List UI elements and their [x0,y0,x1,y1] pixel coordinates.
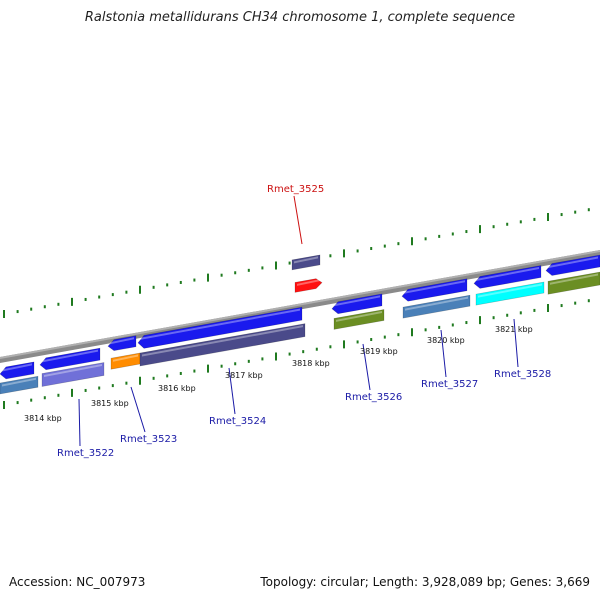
tick-marks-outer [3,208,590,318]
cds-forward-rmet-3527-highlight [404,280,465,294]
feature-rmet-3525-slate-highlight [294,256,318,264]
cds-forward-rmet-3528-highlight [476,267,539,281]
feature-cyan-highlight [478,283,542,298]
cds-forward-rmet-3529[interactable] [545,254,600,276]
feature-olive-2-highlight [550,273,598,285]
cds-forward-rmet-3527[interactable] [401,278,468,302]
cds-forward-rmet-3521[interactable] [0,361,35,380]
feature-rmet-3525-slate[interactable] [291,254,321,271]
cds-forward-rmet-3523-highlight [110,337,134,345]
gene-label-rmet-3526[interactable]: Rmet_3526 [345,392,402,403]
feature-steel-2[interactable] [402,294,471,319]
ruler-label: 3819 kbp [360,347,398,356]
label-leader-line [228,367,236,415]
ruler-label: 3818 kbp [292,359,330,368]
ruler-label: 3820 kbp [427,336,465,345]
label-leader-line [130,386,146,433]
cds-rmet-3525-highlight [297,279,320,286]
label-leader-line [513,318,519,368]
tick-marks-inner [3,299,590,409]
cds-forward-rmet-3526-highlight [334,295,380,307]
cds-forward-rmet-3529-highlight [548,256,598,269]
feature-cyan[interactable] [475,281,545,306]
label-leader-line [362,343,371,391]
feature-olive-1-highlight [336,311,382,322]
label-leader-line [78,398,81,447]
backbone-highlight [0,250,600,359]
label-leader-lines [78,195,519,447]
gene-label-rmet-3528[interactable]: Rmet_3528 [494,369,551,380]
cds-forward-rmet-3521-highlight [2,363,32,372]
cds-forward-rmet-3528[interactable] [473,265,542,289]
cds-forward-rmet-3524[interactable] [137,306,303,349]
gene-label-rmet-3525[interactable]: Rmet_3525 [267,184,324,195]
map-title: Ralstonia metallidurans CH34 chromosome … [84,10,516,25]
gene-label-rmet-3523[interactable]: Rmet_3523 [120,434,177,445]
ruler-label: 3814 kbp [24,414,62,423]
gene-label-rmet-3522[interactable]: Rmet_3522 [57,448,114,459]
gene-label-rmet-3527[interactable]: Rmet_3527 [421,379,478,390]
topology-summary-text: Topology: circular; Length: 3,928,089 bp… [260,575,590,589]
feature-steel-1[interactable] [0,375,39,395]
gene-label-rmet-3524[interactable]: Rmet_3524 [209,416,266,427]
cds-forward-rmet-3524-highlight [140,308,300,340]
cds-forward-rmet-3522[interactable] [39,347,101,371]
gene-features [0,254,600,395]
accession-text: Accession: NC_007973 [9,575,146,589]
feature-olive-2[interactable] [547,271,600,295]
feature-steel-1-highlight [2,377,36,387]
feature-orange-highlight [113,354,138,362]
cds-rmet-3525[interactable] [294,278,323,293]
cds-forward-rmet-3522-highlight [42,349,98,363]
ruler-label: 3816 kbp [158,384,196,393]
label-leader-line [440,329,447,378]
feature-slate-long-highlight [142,325,303,357]
feature-slate-long[interactable] [139,323,306,367]
ruler-label: 3815 kbp [91,399,129,408]
feature-steel-2-highlight [405,296,468,311]
feature-olive-1[interactable] [333,309,385,330]
feature-lavender[interactable] [41,362,105,387]
ruler-label: 3821 kbp [495,325,533,334]
feature-lavender-highlight [44,363,102,378]
ruler-label: 3817 kbp [225,371,263,380]
cds-forward-rmet-3526[interactable] [331,293,383,315]
cds-forward-rmet-3523[interactable] [107,335,137,351]
label-leader-line [293,195,303,245]
